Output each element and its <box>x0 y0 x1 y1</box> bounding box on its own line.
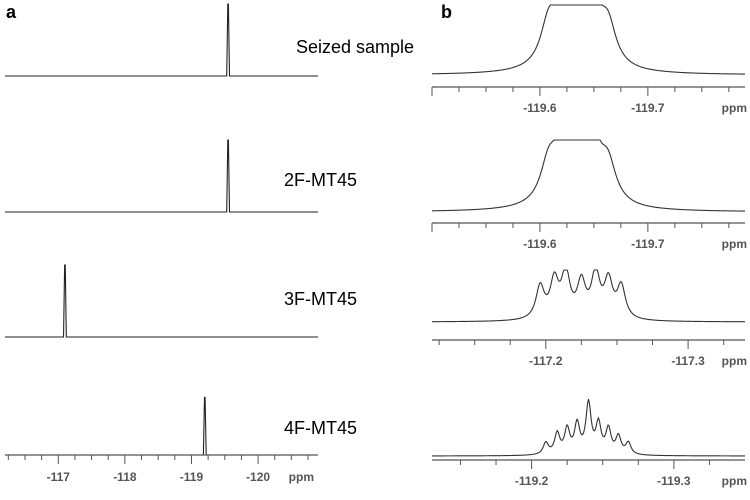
panel-b-spectra: -119.6 -119.7 ppm -119.6 -119.7 ppm -117.2 -117… <box>431 4 747 488</box>
sample-name-3: 3F-MT45 <box>284 289 357 309</box>
sample-name-4: 4F-MT45 <box>284 418 357 438</box>
panel-label-b: b <box>441 2 452 22</box>
sample-name-2: 2F-MT45 <box>284 170 357 190</box>
panel-b-unit-label: ppm <box>722 354 747 368</box>
panel-b-spectrum-3 <box>432 269 746 323</box>
panel-a-tick-label: -118 <box>113 470 137 484</box>
panel-label-a: a <box>6 2 17 22</box>
panel-a-tick-label: -120 <box>246 470 270 484</box>
panel-b-tick-label: -119.6 <box>523 237 557 251</box>
panel-a-spectrum-1 <box>5 3 318 77</box>
panel-b-unit-label: ppm <box>722 101 747 115</box>
panel-a-spectrum-4 <box>5 396 318 456</box>
panel-b-unit-label: ppm <box>722 237 747 251</box>
panel-a-unit-label: ppm <box>289 470 314 484</box>
panel-b-tick-label: -119.7 <box>631 101 665 115</box>
panel-b-tick-label: -119.7 <box>631 237 665 251</box>
panel-a-axis: -117 -118 -119 -120 ppm <box>5 454 318 484</box>
panel-a-tick-label: -119 <box>180 470 204 484</box>
panel-b-spectrum-2 <box>431 139 746 212</box>
panel-b-tick-label: -119.2 <box>515 474 549 488</box>
panel-b-spectrum-1 <box>431 4 746 75</box>
panel-b-unit-label: ppm <box>722 474 747 488</box>
sample-name-1: Seized sample <box>296 37 414 57</box>
panel-b-tick-label: -117.3 <box>671 354 705 368</box>
panel-b-tick-label: -119.3 <box>657 474 691 488</box>
panel-b-spectrum-4 <box>432 399 745 457</box>
panel-a-spectra <box>5 3 318 456</box>
panel-a-spectrum-2 <box>5 139 318 213</box>
panel-b-tick-label: -117.2 <box>529 354 563 368</box>
panel-a-tick-label: -117 <box>47 470 71 484</box>
panel-b-tick-label: -119.6 <box>523 101 557 115</box>
panel-a-spectrum-3 <box>5 264 318 338</box>
